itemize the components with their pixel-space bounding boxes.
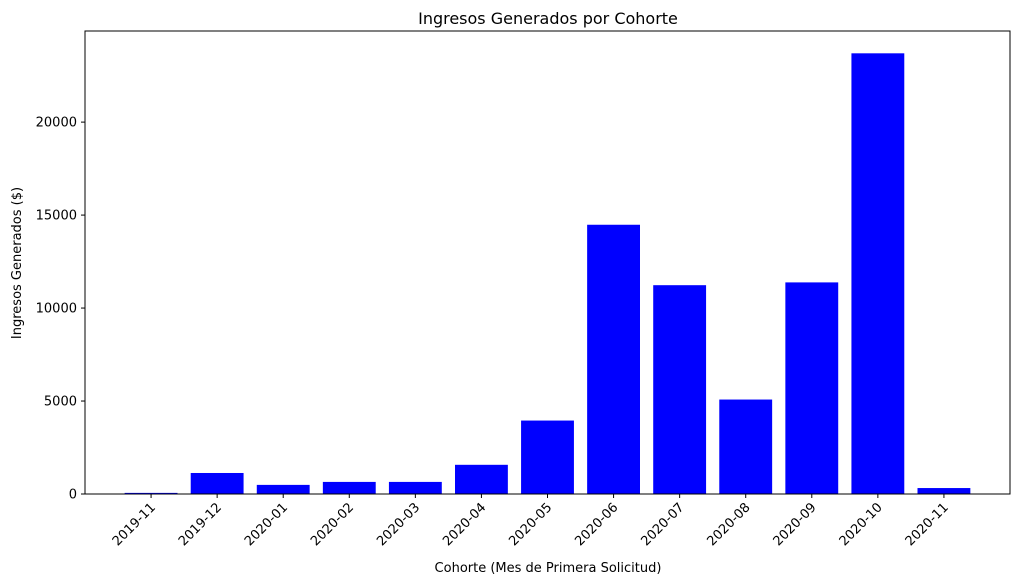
x-tick-label: 2019-12 [176, 500, 225, 549]
bar-2020-06 [587, 224, 640, 494]
y-axis-ticks: 0 5000 10000 15000 20000 [36, 116, 85, 503]
x-tick-label: 2020-06 [572, 500, 621, 549]
bars-group [124, 53, 971, 494]
y-tick-label: 20000 [36, 116, 77, 131]
bar-2020-10 [851, 53, 905, 494]
x-tick-label: 2020-09 [771, 500, 820, 549]
y-tick-label: 0 [69, 488, 77, 503]
bar-2020-11 [917, 488, 971, 494]
x-tick-label: 2020-11 [903, 500, 952, 549]
x-tick-label: 2020-07 [638, 500, 687, 549]
y-axis-label: Ingresos Generados ($) [10, 187, 25, 339]
bar-2019-12 [190, 472, 244, 494]
bar-2020-09 [785, 282, 839, 494]
x-tick-label: 2019-11 [110, 500, 159, 549]
bar-2020-01 [256, 484, 310, 494]
x-tick-label: 2020-01 [242, 500, 291, 549]
y-tick-label: 10000 [36, 302, 77, 317]
x-tick-label: 2020-03 [374, 500, 423, 549]
x-tick-label: 2020-08 [705, 500, 754, 549]
y-tick-label: 15000 [36, 209, 77, 224]
bar-2020-03 [388, 481, 442, 494]
x-tick-label: 2020-10 [837, 500, 886, 549]
chart-title: Ingresos Generados por Cohorte [418, 9, 678, 28]
bar-2020-02 [322, 481, 376, 494]
plot-frame [84, 30, 1011, 495]
x-axis-label: Cohorte (Mes de Primera Solicitud) [435, 561, 662, 576]
bar-2020-04 [455, 464, 508, 494]
bar-2019-11 [124, 492, 178, 494]
bar-2020-08 [719, 399, 773, 494]
x-axis-ticks: 2019-11 2019-12 2020-01 2020-02 2020-03 2020-… [110, 494, 952, 549]
x-tick-label: 2020-05 [506, 500, 555, 549]
x-tick-label: 2020-04 [440, 500, 489, 549]
y-tick-label: 5000 [44, 395, 77, 410]
x-tick-label: 2020-02 [308, 500, 357, 549]
bar-2020-07 [653, 285, 707, 494]
bar-2020-05 [521, 420, 574, 494]
